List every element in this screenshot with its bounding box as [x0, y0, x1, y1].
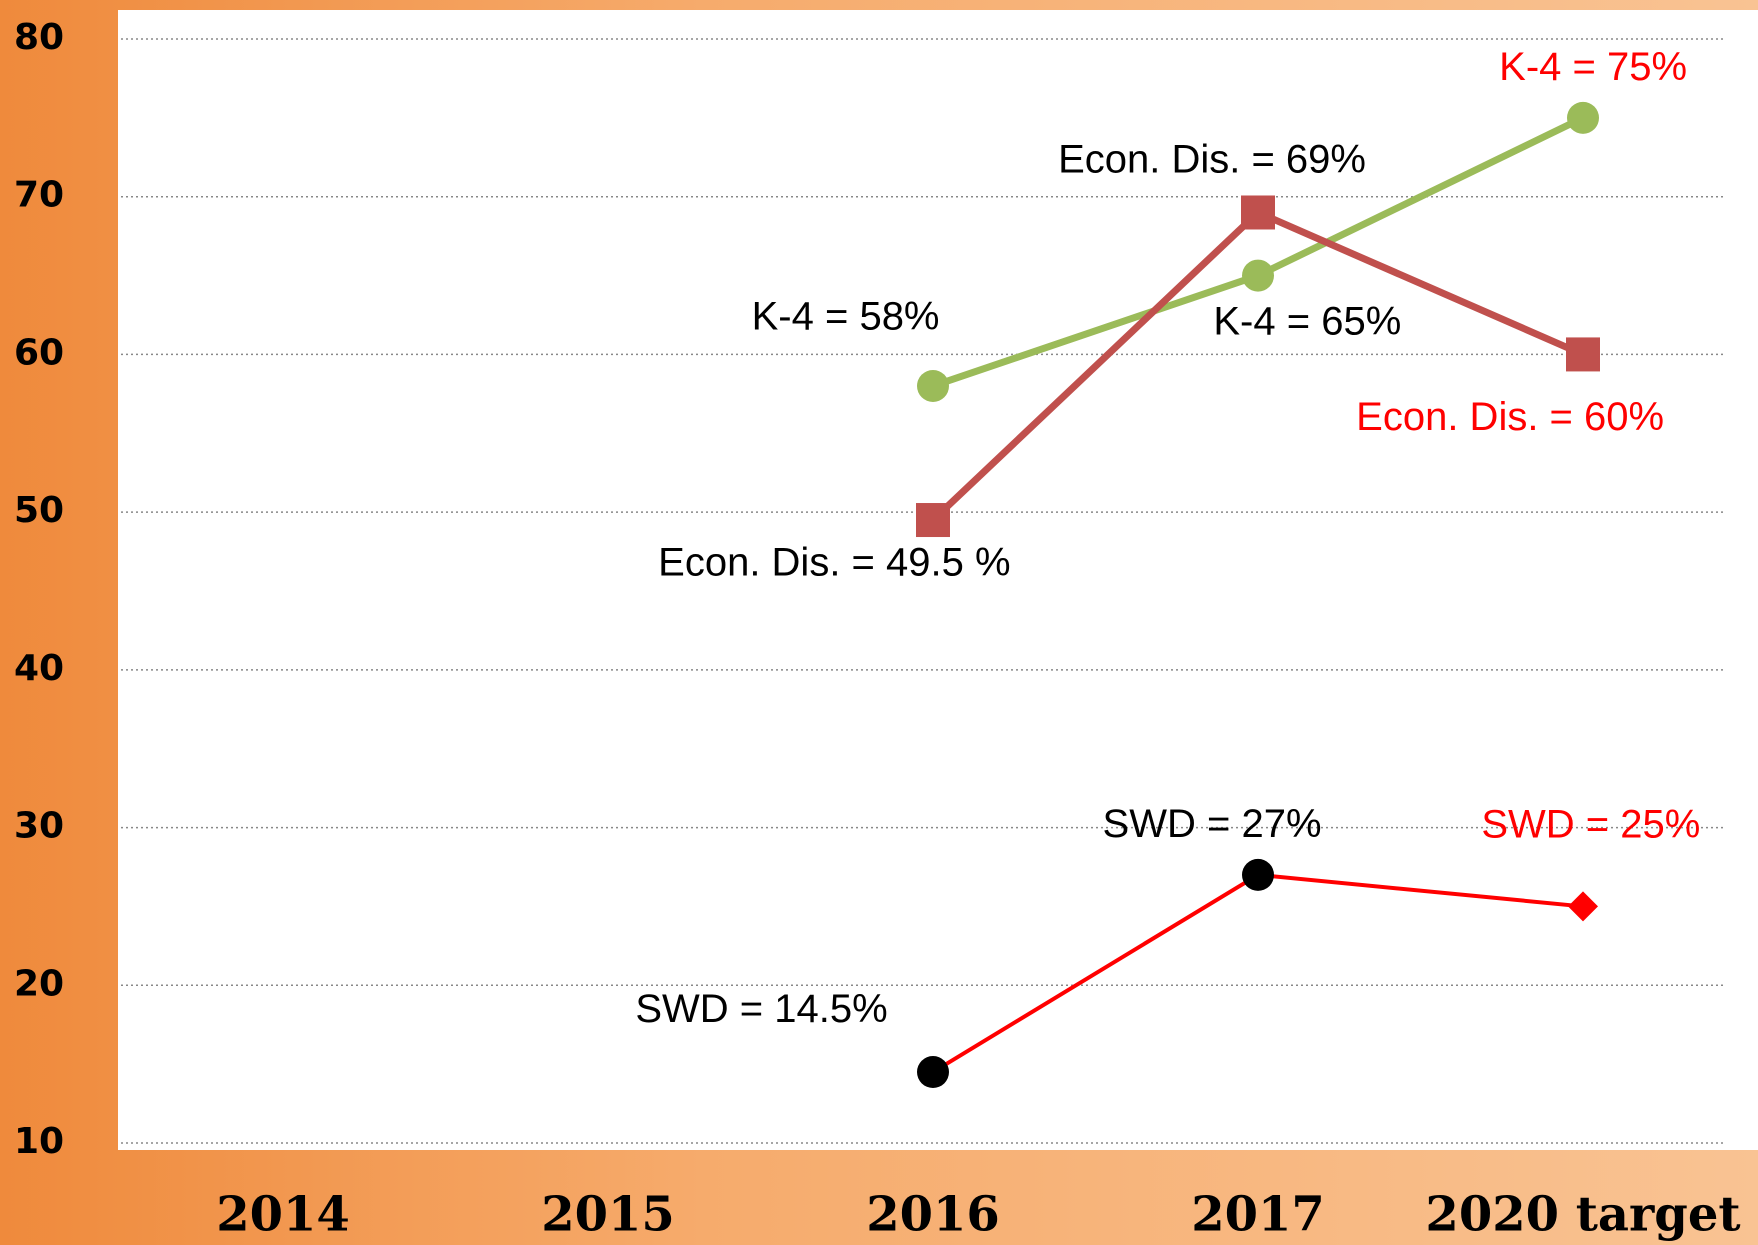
value-label: Econ. Dis. = 60%	[1356, 395, 1664, 439]
value-label: SWD = 27%	[1103, 802, 1322, 846]
marker	[917, 369, 949, 402]
y-tick-label: 40	[14, 648, 64, 689]
y-tick-label: 60	[14, 332, 64, 373]
x-tick-label: 2020 target	[1425, 1187, 1740, 1243]
marker	[916, 503, 950, 538]
marker	[1242, 858, 1274, 891]
y-tick-label: 80	[14, 17, 64, 58]
value-label: SWD = 25%	[1481, 802, 1700, 846]
marker	[1566, 337, 1600, 372]
y-tick-label: 70	[14, 175, 64, 216]
y-tick-label: 20	[14, 963, 64, 1004]
value-label: Econ. Dis. = 69%	[1058, 138, 1366, 182]
marker	[1567, 101, 1599, 134]
x-tick-label: 2014	[216, 1187, 350, 1243]
marker	[917, 1056, 949, 1089]
y-tick-label: 50	[14, 490, 64, 531]
value-label: K-4 = 58%	[752, 294, 940, 338]
marker	[1241, 195, 1275, 230]
plot-area	[118, 10, 1758, 1150]
y-tick-label: 30	[14, 806, 64, 847]
value-label: K-4 = 65%	[1213, 299, 1401, 343]
marker	[1568, 891, 1598, 922]
x-tick-label: 2017	[1191, 1187, 1325, 1243]
x-tick-label: 2015	[541, 1187, 675, 1243]
x-tick-label: 2016	[866, 1187, 1000, 1243]
value-label: SWD = 14.5%	[635, 987, 887, 1031]
value-label: Econ. Dis. = 49.5 %	[658, 540, 1010, 584]
value-label: K-4 = 75%	[1499, 45, 1687, 89]
marker	[1242, 259, 1274, 292]
y-tick-label: 10	[14, 1121, 64, 1162]
